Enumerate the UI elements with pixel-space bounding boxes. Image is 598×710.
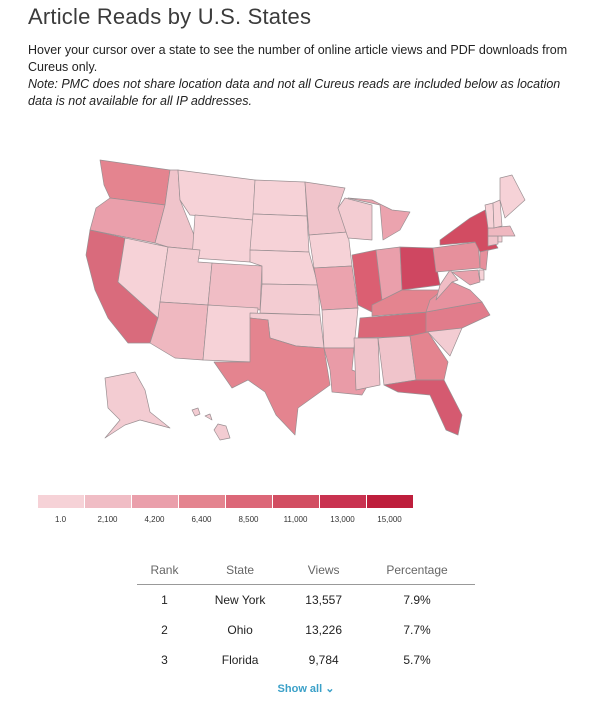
state-sd[interactable] xyxy=(249,213,310,253)
cell-views: 13,557 xyxy=(305,593,342,607)
table-row: 3 Florida 9,784 5.7% xyxy=(137,645,475,675)
state-ar[interactable] xyxy=(321,307,359,349)
table-row: 1 New York 13,557 7.9% xyxy=(137,585,475,616)
state-ri[interactable] xyxy=(497,235,503,243)
cell-rank: 2 xyxy=(161,623,168,637)
state-ga[interactable] xyxy=(409,331,449,381)
legend-label: 1.0 xyxy=(55,515,67,524)
legend-swatch xyxy=(38,495,84,508)
show-all-button[interactable]: Show all ⌄ xyxy=(0,682,598,695)
table-row: 2 Ohio 13,226 7.7% xyxy=(137,615,475,645)
legend-swatch xyxy=(179,495,225,508)
legend-swatch xyxy=(85,495,131,508)
legend-label: 4,200 xyxy=(144,515,165,524)
state-me[interactable] xyxy=(499,174,526,219)
cell-state: Ohio xyxy=(227,623,253,637)
state-mi[interactable] xyxy=(347,197,411,241)
state-hi[interactable] xyxy=(191,407,231,441)
state-al[interactable] xyxy=(377,335,417,386)
state-md[interactable] xyxy=(451,269,481,286)
col-header-rank: Rank xyxy=(137,556,192,585)
state-wy[interactable] xyxy=(191,214,254,263)
col-header-percentage: Percentage xyxy=(359,556,475,585)
cell-rank: 1 xyxy=(161,593,168,607)
state-ms[interactable] xyxy=(353,337,381,391)
state-or[interactable] xyxy=(89,197,166,244)
state-ny[interactable] xyxy=(439,209,499,253)
cell-state: Florida xyxy=(221,653,259,667)
state-ks[interactable] xyxy=(259,283,321,316)
col-header-state: State xyxy=(191,556,289,585)
state-ia[interactable] xyxy=(308,231,353,269)
col-header-views: Views xyxy=(288,556,360,585)
state-wv[interactable] xyxy=(435,269,459,301)
state-mo[interactable] xyxy=(313,265,359,311)
us-states-map[interactable] xyxy=(0,140,598,445)
note-text: Note: PMC does not share location data a… xyxy=(28,77,561,108)
state-nh[interactable] xyxy=(492,199,503,229)
table-header-row: Rank State Views Percentage xyxy=(137,556,475,585)
state-mt[interactable] xyxy=(177,169,256,221)
cell-views: 9,784 xyxy=(308,653,339,667)
cell-percentage: 7.9% xyxy=(403,593,431,607)
state-wi[interactable] xyxy=(337,197,373,241)
state-de[interactable] xyxy=(478,269,485,281)
legend-label: 15,000 xyxy=(377,515,402,524)
legend-label: 6,400 xyxy=(191,515,212,524)
cell-percentage: 5.7% xyxy=(403,653,431,667)
state-ak[interactable] xyxy=(104,371,171,439)
page-title: Article Reads by U.S. States xyxy=(28,4,312,29)
rank-table: Rank State Views Percentage 1 New York 1… xyxy=(137,556,475,675)
state-co[interactable] xyxy=(207,262,263,311)
description-text: Hover your cursor over a state to see th… xyxy=(28,43,568,74)
legend-swatch xyxy=(367,495,413,508)
chevron-down-icon: ⌄ xyxy=(325,683,335,695)
state-ma[interactable] xyxy=(487,225,516,237)
cell-views: 13,226 xyxy=(305,623,342,637)
show-all-label: Show all xyxy=(277,683,323,695)
legend-swatch xyxy=(132,495,178,508)
cell-percentage: 7.7% xyxy=(403,623,431,637)
cell-state: New York xyxy=(214,593,266,607)
state-pa[interactable] xyxy=(432,241,481,273)
legend-swatch xyxy=(226,495,272,508)
cell-rank: 3 xyxy=(161,653,168,667)
legend-label: 13,000 xyxy=(330,515,355,524)
legend-label: 11,000 xyxy=(284,515,308,524)
state-az[interactable] xyxy=(149,301,209,361)
state-ct[interactable] xyxy=(487,235,499,247)
state-nd[interactable] xyxy=(252,179,308,217)
state-fl[interactable] xyxy=(383,379,463,436)
legend-label: 8,500 xyxy=(238,515,259,524)
legend-label: 2,100 xyxy=(97,515,118,524)
state-tx[interactable] xyxy=(213,317,331,436)
state-nj[interactable] xyxy=(479,249,489,271)
color-legend: 1.0 2,100 4,200 6,400 8,500 11,000 13,000 15,00… xyxy=(38,495,418,535)
legend-swatch xyxy=(273,495,319,508)
legend-svg: 1.0 2,100 4,200 6,400 8,500 11,000 13,000 15,00… xyxy=(38,495,413,524)
legend-swatch xyxy=(320,495,366,508)
description-block: Hover your cursor over a state to see th… xyxy=(28,42,584,110)
